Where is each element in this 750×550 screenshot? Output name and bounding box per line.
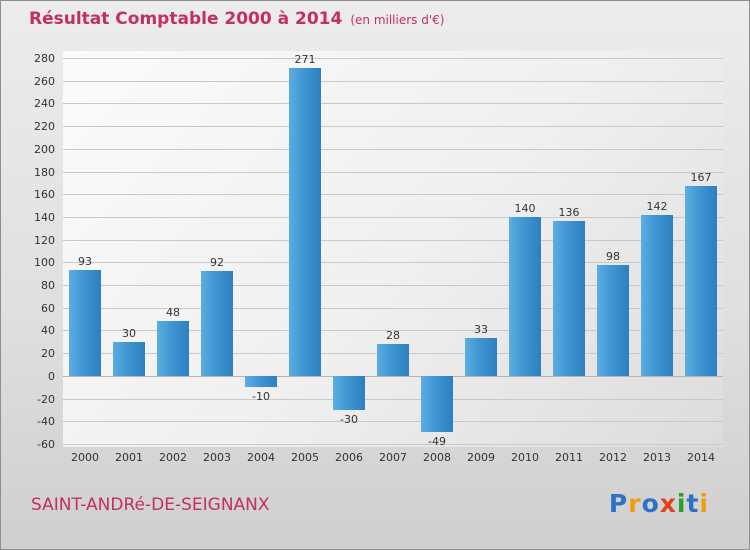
logo-letter: r xyxy=(628,489,642,518)
bar-2012 xyxy=(597,264,629,376)
y-tick-label: 220 xyxy=(34,120,55,134)
y-tick-label: 60 xyxy=(41,301,55,315)
y-tick-label: 160 xyxy=(34,188,55,202)
bar-value-label: 271 xyxy=(294,53,316,67)
y-tick-label: -40 xyxy=(37,415,55,429)
gridline xyxy=(63,103,723,105)
y-tick-label: 200 xyxy=(34,142,55,156)
gridline xyxy=(63,171,723,173)
proxiti-logo: Proxiti xyxy=(609,489,709,518)
bar-value-label: 30 xyxy=(122,326,136,340)
bar-2013 xyxy=(641,214,673,376)
logo-letter: t xyxy=(686,489,700,518)
bar-value-label: 167 xyxy=(690,171,712,185)
gridline xyxy=(63,421,723,423)
gridline xyxy=(63,148,723,150)
bar-value-label: 142 xyxy=(646,199,668,213)
bar-value-label: -30 xyxy=(340,412,358,426)
gridline xyxy=(63,330,723,332)
gridline xyxy=(63,262,723,264)
bar-value-label: 140 xyxy=(514,201,536,215)
x-tick-label: 2005 xyxy=(291,451,319,464)
bar-2008 xyxy=(421,375,453,432)
logo-letter: i xyxy=(699,489,709,518)
bar-value-label: 136 xyxy=(558,206,580,220)
x-tick-label: 2011 xyxy=(555,451,583,464)
x-tick-label: 2010 xyxy=(511,451,539,464)
location-label: SAINT-ANDRé-DE-SEIGNANX xyxy=(31,495,270,515)
bar-value-label: 98 xyxy=(606,249,620,263)
chart-header: Résultat Comptable 2000 à 2014 (en milli… xyxy=(29,9,444,29)
plot-area: 280 260 240 220 200 180 160 140 120 100 80 60 40 20 0-… xyxy=(34,51,723,464)
y-tick-label: 180 xyxy=(34,165,55,179)
gridline xyxy=(63,216,723,218)
gridline xyxy=(63,375,723,377)
y-tick-label: 280 xyxy=(34,52,55,65)
gridline xyxy=(63,239,723,241)
bar-2014 xyxy=(685,186,717,376)
bar-2000 xyxy=(69,270,101,376)
gridline xyxy=(63,444,723,445)
x-tick-label: 2007 xyxy=(379,451,407,464)
gridline xyxy=(63,80,723,82)
y-tick-label: 140 xyxy=(34,210,55,224)
bar-2002 xyxy=(157,321,189,376)
logo-letter: o xyxy=(641,489,660,518)
bar-value-label: 28 xyxy=(386,329,400,343)
bar-2006 xyxy=(333,375,365,410)
bar-value-label: 33 xyxy=(474,323,488,337)
x-tick-label: 2014 xyxy=(687,451,715,464)
bar-2011 xyxy=(553,221,585,376)
x-tick-label: 2004 xyxy=(247,451,275,464)
bar-2003 xyxy=(201,271,233,376)
x-tick-label: 2009 xyxy=(467,451,495,464)
y-tick-label: 80 xyxy=(41,279,55,293)
bar-value-label: 48 xyxy=(166,306,180,320)
x-tick-label: 2012 xyxy=(599,451,627,464)
gridline xyxy=(63,307,723,309)
logo-letter: P xyxy=(608,489,629,518)
y-tick-label: -60 xyxy=(37,438,55,451)
x-tick-label: 2000 xyxy=(71,451,99,464)
gridline xyxy=(63,126,723,128)
bar-2005 xyxy=(289,68,321,376)
y-tick-label: 120 xyxy=(34,233,55,247)
y-tick-label: 260 xyxy=(34,74,55,88)
gridline xyxy=(63,194,723,196)
y-tick-label: 0 xyxy=(48,369,55,383)
x-tick-label: 2013 xyxy=(643,451,671,464)
bar-value-label: -10 xyxy=(252,390,270,404)
chart-title: Résultat Comptable 2000 à 2014 xyxy=(29,9,343,29)
x-tick-label: 2001 xyxy=(115,451,143,464)
gridline xyxy=(63,398,723,400)
bar-value-label: 93 xyxy=(78,255,92,269)
bar-2009 xyxy=(465,338,497,376)
gridline xyxy=(63,58,723,59)
y-tick-label: 20 xyxy=(41,347,55,361)
chart-subtitle: (en milliers d'€) xyxy=(350,13,445,27)
bar-2010 xyxy=(509,216,541,376)
x-tick-label: 2003 xyxy=(203,451,231,464)
y-tick-label: 100 xyxy=(34,256,55,270)
y-tick-label: -20 xyxy=(37,392,55,406)
y-tick-label: 40 xyxy=(41,324,55,338)
x-tick-label: 2002 xyxy=(159,451,187,464)
bar-2007 xyxy=(377,344,409,376)
bar-2004 xyxy=(245,375,277,388)
bar-value-label: -49 xyxy=(428,434,446,448)
x-tick-label: 2008 xyxy=(423,451,451,464)
bar-value-label: 92 xyxy=(210,256,224,270)
bar-2001 xyxy=(113,341,145,376)
logo-letter: x xyxy=(659,489,677,518)
gridline xyxy=(63,285,723,287)
y-tick-label: 240 xyxy=(34,97,55,111)
logo-letter: i xyxy=(676,489,687,518)
x-tick-label: 2006 xyxy=(335,451,363,464)
